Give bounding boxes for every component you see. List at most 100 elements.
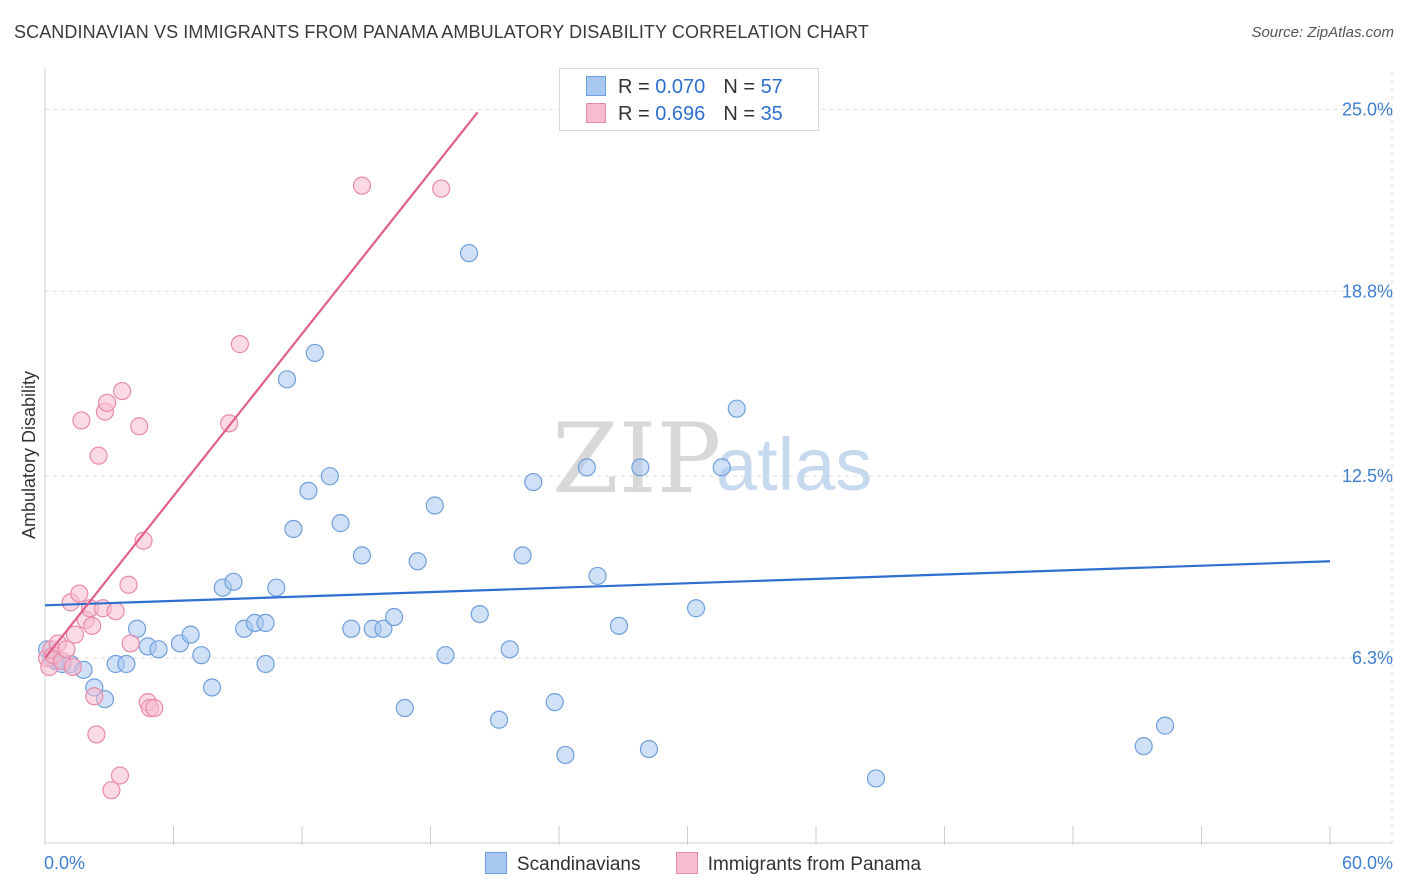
legend-item-scandinavians[interactable]: Scandinavians	[484, 852, 641, 876]
scandinavian-point	[331, 514, 350, 533]
panama-point	[145, 698, 164, 718]
panama-point	[230, 335, 249, 354]
series-legend: Scandinavians Immigrants from Panama	[0, 852, 1406, 876]
legend-row-scandinavians: R = 0.070 N = 57	[586, 74, 783, 100]
correlation-legend: R = 0.070 N = 57 R = 0.696 N = 35	[559, 68, 819, 131]
scandinavian-point	[686, 599, 706, 618]
panama-trend-line	[44, 111, 479, 659]
panama-point	[85, 687, 104, 706]
scandinavian-points	[38, 244, 1175, 788]
scandinavian-point	[374, 619, 393, 638]
y-tick-label: 18.8%	[1342, 281, 1393, 301]
legend-row-panama: R = 0.696 N = 35	[586, 101, 783, 127]
y-tick-label: 25.0%	[1342, 99, 1393, 119]
y-axis-label: Ambulatory Disability	[19, 371, 39, 539]
panama-point	[87, 725, 106, 744]
scandinavian-point	[513, 546, 532, 565]
scandinavian-point	[256, 613, 275, 633]
watermark: ZIP atlas	[552, 403, 872, 515]
scandinavian-point	[1134, 737, 1153, 756]
panama-point	[106, 602, 125, 621]
scandinavian-point	[299, 481, 318, 500]
source-label: Source: ZipAtlas.com	[1251, 24, 1394, 41]
scandinavian-point	[609, 616, 629, 635]
legend-swatch-panama	[586, 103, 606, 123]
scandinavian-point	[117, 654, 136, 674]
scandinavian-point	[342, 619, 361, 638]
scandinavian-point	[588, 566, 607, 586]
legend-r-value: 0.070	[655, 76, 706, 98]
legend-n-label: N =	[723, 103, 755, 125]
legend-label: Immigrants from Panama	[707, 854, 922, 875]
scandinavian-point	[524, 472, 543, 492]
panama-point	[112, 381, 132, 401]
legend-swatch-panama	[675, 852, 698, 874]
legend-n-label: N =	[723, 76, 755, 98]
legend-label: Scandinavians	[516, 854, 641, 875]
panama-point	[102, 781, 121, 800]
scandinavian-point	[277, 370, 297, 389]
scandinavian-point	[866, 769, 886, 788]
scandinavian-point	[224, 572, 243, 591]
panama-point	[121, 634, 140, 653]
panama-point	[57, 640, 76, 659]
scandinavian-point	[181, 625, 200, 644]
scandinavian-point	[556, 745, 575, 765]
legend-item-panama[interactable]: Immigrants from Panama	[675, 852, 922, 876]
scandinavian-point	[712, 458, 731, 477]
panama-point	[83, 616, 102, 635]
scandinavian-point	[192, 646, 211, 665]
panama-points	[38, 176, 451, 800]
panama-point	[72, 411, 91, 430]
scandinavian-point	[489, 710, 509, 729]
legend-swatch-scandinavians	[484, 852, 507, 874]
trend-lines	[44, 111, 1331, 659]
legend-swatch-scandinavians	[586, 76, 606, 96]
watermark-zip: ZIP	[552, 403, 721, 515]
scandinavian-trend-line	[44, 560, 1331, 607]
y-tick-label: 6.3%	[1352, 648, 1393, 668]
axes	[44, 68, 1392, 845]
scandinavian-point	[1155, 716, 1175, 735]
scandinavian-point	[320, 467, 339, 486]
panama-point	[119, 575, 138, 594]
panama-point	[98, 393, 117, 412]
scandinavian-point	[395, 698, 414, 718]
x-tick-label-max: 60.0%	[1342, 853, 1393, 873]
scandinavian-point	[202, 678, 222, 697]
scandinavian-point	[639, 739, 659, 759]
scandinavian-point	[545, 693, 564, 712]
legend-r-label: R =	[618, 76, 650, 98]
panama-point	[352, 176, 372, 195]
scandinavian-point	[470, 604, 489, 624]
legend-r-label: R =	[618, 103, 650, 125]
panama-point	[432, 179, 451, 198]
scandinavian-point	[384, 607, 404, 627]
scandinavian-point	[631, 458, 650, 477]
scandinavian-point	[256, 654, 275, 674]
panama-point	[89, 446, 108, 465]
scandinavian-point	[267, 578, 286, 597]
legend-n-value: 57	[760, 76, 783, 98]
panama-point	[130, 417, 149, 436]
panama-point	[65, 625, 85, 644]
watermark-atlas: atlas	[716, 423, 872, 506]
scandinavian-point	[436, 646, 455, 665]
scandinavian-point	[149, 640, 168, 659]
scandinavian-point	[305, 343, 324, 363]
x-tick-label-min: 0.0%	[44, 853, 85, 873]
panama-point	[110, 766, 130, 785]
panama-point	[63, 657, 82, 677]
scandinavian-point	[577, 458, 596, 477]
legend-r-value: 0.696	[655, 103, 706, 125]
legend-n-value: 35	[760, 103, 783, 125]
scandinavian-point	[727, 399, 746, 418]
x-tick-labels: 0.0% 60.0%	[44, 853, 1393, 873]
chart-title: SCANDINAVIAN VS IMMIGRANTS FROM PANAMA A…	[14, 22, 869, 42]
scandinavian-point	[408, 552, 427, 571]
panama-point	[70, 584, 89, 603]
scandinavian-point	[352, 546, 372, 565]
scandinavian-point	[459, 244, 479, 263]
scandinavian-point	[425, 496, 444, 515]
